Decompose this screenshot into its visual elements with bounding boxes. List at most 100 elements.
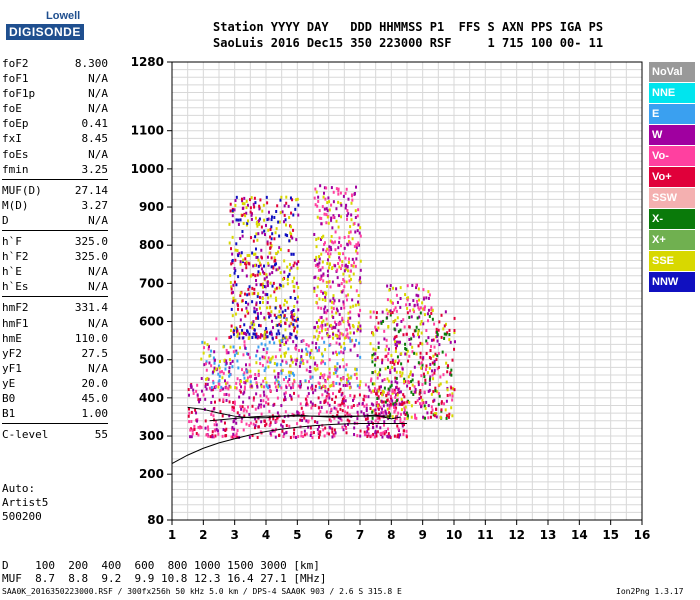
param-row: B1 1.00 <box>2 406 108 421</box>
x-tick-label: 10 <box>446 528 463 542</box>
echo-point <box>420 374 423 378</box>
echo-point <box>323 191 326 195</box>
echo-point <box>273 429 276 433</box>
echo-point <box>356 434 359 438</box>
echo-point <box>299 385 302 389</box>
echo-point <box>418 335 421 339</box>
echo-point <box>263 218 266 222</box>
echo-point <box>385 412 388 416</box>
echo-point <box>254 310 257 314</box>
echo-point <box>440 335 443 339</box>
echo-point <box>267 263 270 267</box>
echo-point <box>263 316 266 320</box>
echo-point <box>290 310 293 314</box>
echo-point <box>322 291 325 295</box>
echo-point <box>218 398 221 402</box>
echo-point <box>256 435 259 439</box>
echo-point <box>330 267 333 271</box>
echo-point <box>366 425 369 429</box>
echo-point <box>271 232 274 236</box>
echo-point <box>292 435 295 439</box>
echo-point <box>363 430 366 434</box>
echo-point <box>279 211 282 215</box>
echo-point <box>387 391 390 395</box>
echo-point <box>263 277 266 281</box>
echo-point <box>292 252 295 256</box>
echo-point <box>306 360 309 364</box>
echo-point <box>316 363 319 367</box>
echo-point <box>324 362 327 366</box>
echo-point <box>342 194 345 198</box>
echo-point <box>265 422 268 426</box>
echo-point <box>291 280 294 284</box>
echo-point <box>332 371 335 375</box>
echo-point <box>373 382 376 386</box>
echo-point <box>416 303 419 307</box>
echo-point <box>267 402 270 406</box>
echo-point <box>384 348 387 352</box>
echo-point <box>431 408 434 412</box>
echo-point <box>343 306 346 310</box>
echo-point <box>372 310 375 314</box>
echo-point <box>386 312 389 316</box>
echo-point <box>273 237 276 241</box>
param-row: fmin 3.25 <box>2 162 108 177</box>
echo-point <box>238 389 241 393</box>
echo-point <box>266 201 269 205</box>
echo-point <box>242 258 245 262</box>
echo-point <box>445 361 448 365</box>
muf-distance-line: D 100 200 400 600 800 1000 1500 3000 [km… <box>2 559 320 572</box>
echo-point <box>357 300 360 304</box>
echo-point <box>289 364 292 368</box>
echo-point <box>336 362 339 366</box>
echo-point <box>351 323 354 327</box>
echo-point <box>405 435 408 439</box>
echo-point <box>405 429 408 433</box>
param-row: hmE 110.0 <box>2 331 108 346</box>
echo-point <box>291 382 294 386</box>
echo-point <box>394 403 397 407</box>
echo-point <box>350 218 353 222</box>
param-separator <box>2 230 108 232</box>
echo-point <box>276 411 279 415</box>
echo-point <box>378 371 381 375</box>
echo-point <box>243 323 246 327</box>
echo-point <box>374 357 377 361</box>
echo-point <box>369 315 372 319</box>
echo-point <box>396 316 399 320</box>
echo-point <box>394 376 397 380</box>
echo-point <box>406 416 409 420</box>
echo-point <box>296 197 299 201</box>
echo-point <box>371 353 374 357</box>
echo-point <box>302 434 305 438</box>
echo-point <box>371 410 374 414</box>
echo-point <box>396 435 399 439</box>
echo-point <box>315 255 318 259</box>
echo-point <box>342 302 345 306</box>
echo-point <box>405 352 408 356</box>
param-key: foEs <box>2 147 29 161</box>
echo-point <box>320 315 323 319</box>
echo-point <box>230 307 233 311</box>
echo-point <box>284 299 287 303</box>
param-value: 110.0 <box>74 331 108 345</box>
echo-point <box>300 430 303 434</box>
echo-point <box>397 435 400 439</box>
echo-point <box>438 394 441 398</box>
echo-point <box>230 335 233 339</box>
echo-point <box>258 204 261 208</box>
echo-point <box>279 304 282 308</box>
echo-point <box>267 261 270 265</box>
echo-point <box>320 324 323 328</box>
echo-point <box>349 225 352 229</box>
echo-point <box>291 412 294 416</box>
echo-point <box>224 367 227 371</box>
echo-point <box>359 276 362 280</box>
echo-point <box>273 215 276 219</box>
echo-point <box>333 299 336 303</box>
echo-point <box>389 396 392 400</box>
echo-point <box>243 376 246 380</box>
echo-point <box>347 413 350 417</box>
echo-point <box>208 354 211 358</box>
profile-trace <box>171 422 407 464</box>
